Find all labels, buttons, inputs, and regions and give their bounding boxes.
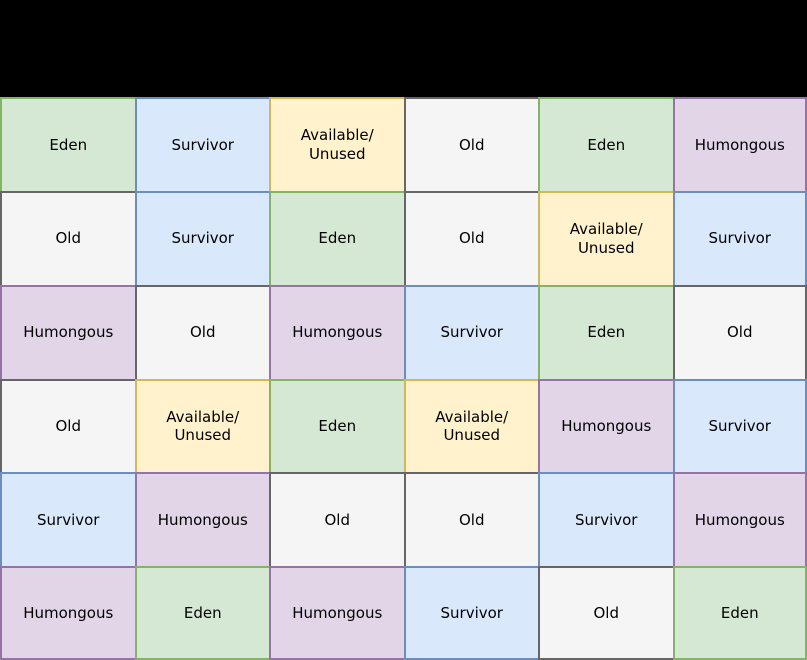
region-cell-survivor: Survivor [672, 378, 807, 473]
region-cell-humongous: Humongous [538, 378, 673, 473]
region-cell-survivor: Survivor [134, 97, 269, 191]
region-cell-eden: Eden [134, 566, 269, 660]
region-cell-available: Available/ Unused [403, 378, 538, 473]
region-cell-available: Available/ Unused [269, 97, 404, 191]
region-cell-eden: Eden [269, 190, 404, 285]
region-cell-eden: Eden [0, 97, 135, 191]
region-cell-old: Old [403, 190, 538, 285]
region-cell-old: Old [134, 284, 269, 379]
region-cell-eden: Eden [269, 378, 404, 473]
region-cell-humongous: Humongous [672, 97, 807, 191]
region-cell-eden: Eden [538, 97, 673, 191]
region-cell-humongous: Humongous [672, 472, 807, 567]
region-cell-old: Old [403, 472, 538, 567]
region-cell-eden: Eden [538, 284, 673, 379]
region-cell-available: Available/ Unused [134, 378, 269, 473]
region-cell-survivor: Survivor [672, 190, 807, 285]
region-cell-survivor: Survivor [0, 472, 135, 567]
region-cell-old: Old [0, 378, 135, 473]
header-bar [0, 0, 807, 97]
region-cell-humongous: Humongous [134, 472, 269, 567]
region-cell-humongous: Humongous [0, 284, 135, 379]
region-cell-old: Old [269, 472, 404, 567]
region-cell-old: Old [538, 566, 673, 660]
region-cell-available: Available/ Unused [538, 190, 673, 285]
region-cell-survivor: Survivor [403, 284, 538, 379]
region-cell-survivor: Survivor [538, 472, 673, 567]
region-cell-eden: Eden [672, 566, 807, 660]
region-cell-humongous: Humongous [0, 566, 135, 660]
region-cell-old: Old [0, 190, 135, 285]
region-cell-survivor: Survivor [403, 566, 538, 660]
heap-grid: Eden Survivor Available/ Unused Old Eden Humo… [0, 97, 807, 660]
region-cell-humongous: Humongous [269, 284, 404, 379]
region-cell-old: Old [403, 97, 538, 191]
region-cell-survivor: Survivor [134, 190, 269, 285]
region-cell-humongous: Humongous [269, 566, 404, 660]
region-cell-old: Old [672, 284, 807, 379]
